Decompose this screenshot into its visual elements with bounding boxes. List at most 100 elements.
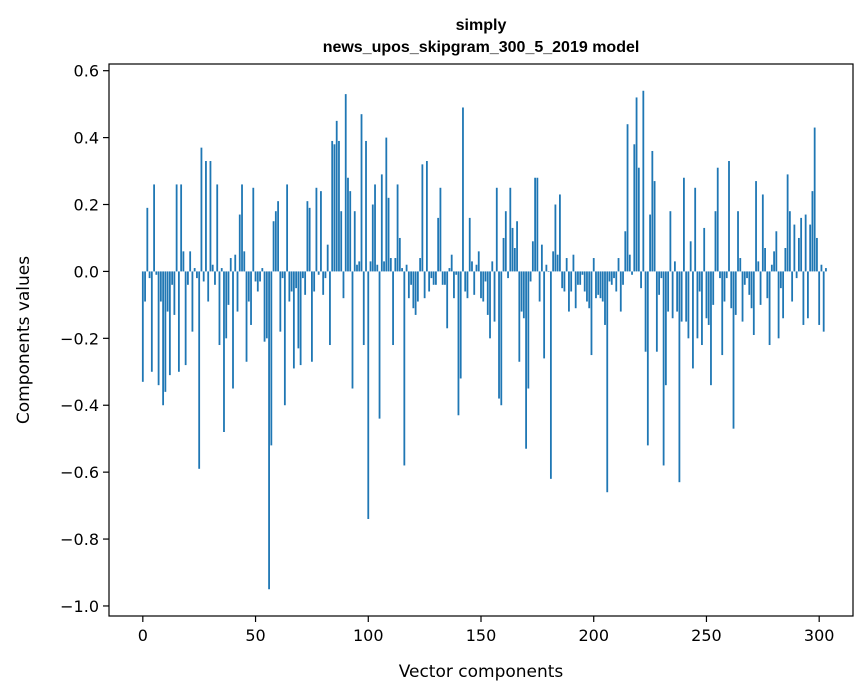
bar-241 — [685, 271, 688, 322]
bar-84 — [331, 140, 334, 272]
bar-132 — [439, 187, 442, 272]
bar-261 — [730, 271, 733, 309]
bar-207 — [608, 271, 611, 282]
bar-272 — [755, 181, 757, 272]
bar-250 — [705, 271, 708, 319]
bar-98 — [362, 271, 365, 346]
bar-296 — [809, 224, 812, 272]
bar-16 — [177, 271, 180, 372]
bar-187 — [563, 271, 566, 292]
bar-80 — [322, 271, 325, 295]
bar-253 — [712, 271, 715, 305]
bar-293 — [802, 271, 805, 325]
bar-21 — [189, 251, 192, 272]
bar-286 — [786, 174, 789, 272]
bar-235 — [671, 271, 674, 319]
bar-288 — [791, 271, 794, 302]
bar-68 — [295, 271, 298, 289]
bar-218 — [633, 144, 636, 272]
bar-26 — [200, 147, 203, 272]
bar-100 — [367, 271, 370, 519]
y-tick-label-6: −0.6 — [60, 463, 99, 482]
bar-202 — [597, 271, 600, 295]
bar-90 — [344, 94, 347, 272]
bar-5 — [153, 184, 155, 272]
bar-131 — [437, 217, 440, 272]
bar-243 — [689, 241, 692, 272]
bar-82 — [326, 244, 329, 272]
bar-290 — [795, 271, 798, 279]
bar-175 — [536, 177, 539, 272]
x-axis-label: Vector components — [399, 662, 564, 682]
x-tick-label-50: 50 — [245, 626, 265, 645]
bar-116 — [403, 271, 406, 466]
y-tick-label-1: 0.4 — [74, 129, 99, 148]
chart-title-line2: news_upos_skipgram_300_5_2019 model — [323, 39, 640, 56]
bar-63 — [283, 271, 286, 406]
bar-182 — [552, 251, 555, 272]
bar-13 — [171, 271, 174, 285]
bar-73 — [306, 201, 309, 272]
bar-33 — [216, 184, 219, 272]
bar-154 — [489, 271, 491, 339]
bar-44 — [241, 184, 243, 272]
bar-74 — [308, 207, 311, 272]
bar-205 — [604, 271, 606, 325]
bar-94 — [353, 211, 356, 272]
bar-177 — [540, 244, 543, 272]
bar-35 — [220, 268, 223, 272]
bar-203 — [599, 271, 602, 299]
bar-117 — [405, 264, 408, 272]
x-tick-label-200: 200 — [578, 626, 609, 645]
bar-70 — [299, 271, 302, 366]
bar-259 — [725, 271, 728, 279]
bar-78 — [317, 271, 320, 275]
bar-297 — [811, 191, 814, 272]
bar-121 — [414, 271, 417, 315]
bar-57 — [270, 271, 273, 446]
bar-200 — [592, 258, 595, 272]
bar-254 — [714, 211, 717, 272]
bar-28 — [205, 161, 207, 272]
bar-276 — [764, 248, 766, 272]
bar-153 — [486, 271, 489, 315]
bar-6 — [155, 271, 158, 275]
bar-186 — [561, 271, 564, 289]
bar-39 — [229, 258, 232, 272]
bar-219 — [635, 97, 638, 272]
bar-197 — [586, 271, 588, 302]
bar-42 — [236, 271, 239, 312]
bar-164 — [511, 227, 514, 272]
bar-233 — [667, 271, 670, 312]
bar-140 — [457, 271, 460, 416]
bar-157 — [495, 187, 498, 272]
bar-111 — [392, 271, 394, 346]
bar-229 — [658, 271, 661, 295]
bar-285 — [784, 248, 787, 272]
axes-group: 0 50 100 150 200 250 300 0.6 0.4 0.2 0.0 −0.2 −0.4 −0… — [60, 62, 834, 645]
bar-217 — [631, 271, 633, 275]
y-tick-label-5: −0.4 — [60, 396, 99, 415]
bar-59 — [274, 211, 277, 272]
bar-240 — [683, 177, 685, 272]
x-tick-label-100: 100 — [353, 626, 384, 645]
bar-291 — [797, 237, 800, 272]
bar-23 — [193, 268, 196, 272]
bar-282 — [777, 271, 780, 339]
bar-264 — [737, 211, 739, 272]
bar-58 — [272, 221, 275, 272]
bar-190 — [570, 271, 573, 292]
bar-25 — [198, 271, 201, 469]
bar-64 — [286, 184, 289, 272]
bar-54 — [263, 271, 266, 342]
bar-69 — [297, 271, 300, 349]
bar-181 — [549, 271, 552, 479]
bar-105 — [378, 271, 381, 419]
bar-245 — [694, 187, 697, 272]
chart-title-line1: simply — [456, 17, 507, 34]
bar-188 — [565, 258, 568, 272]
bar-101 — [369, 261, 372, 272]
bar-138 — [453, 271, 455, 299]
bar-18 — [182, 251, 185, 272]
bar-255 — [716, 167, 719, 272]
